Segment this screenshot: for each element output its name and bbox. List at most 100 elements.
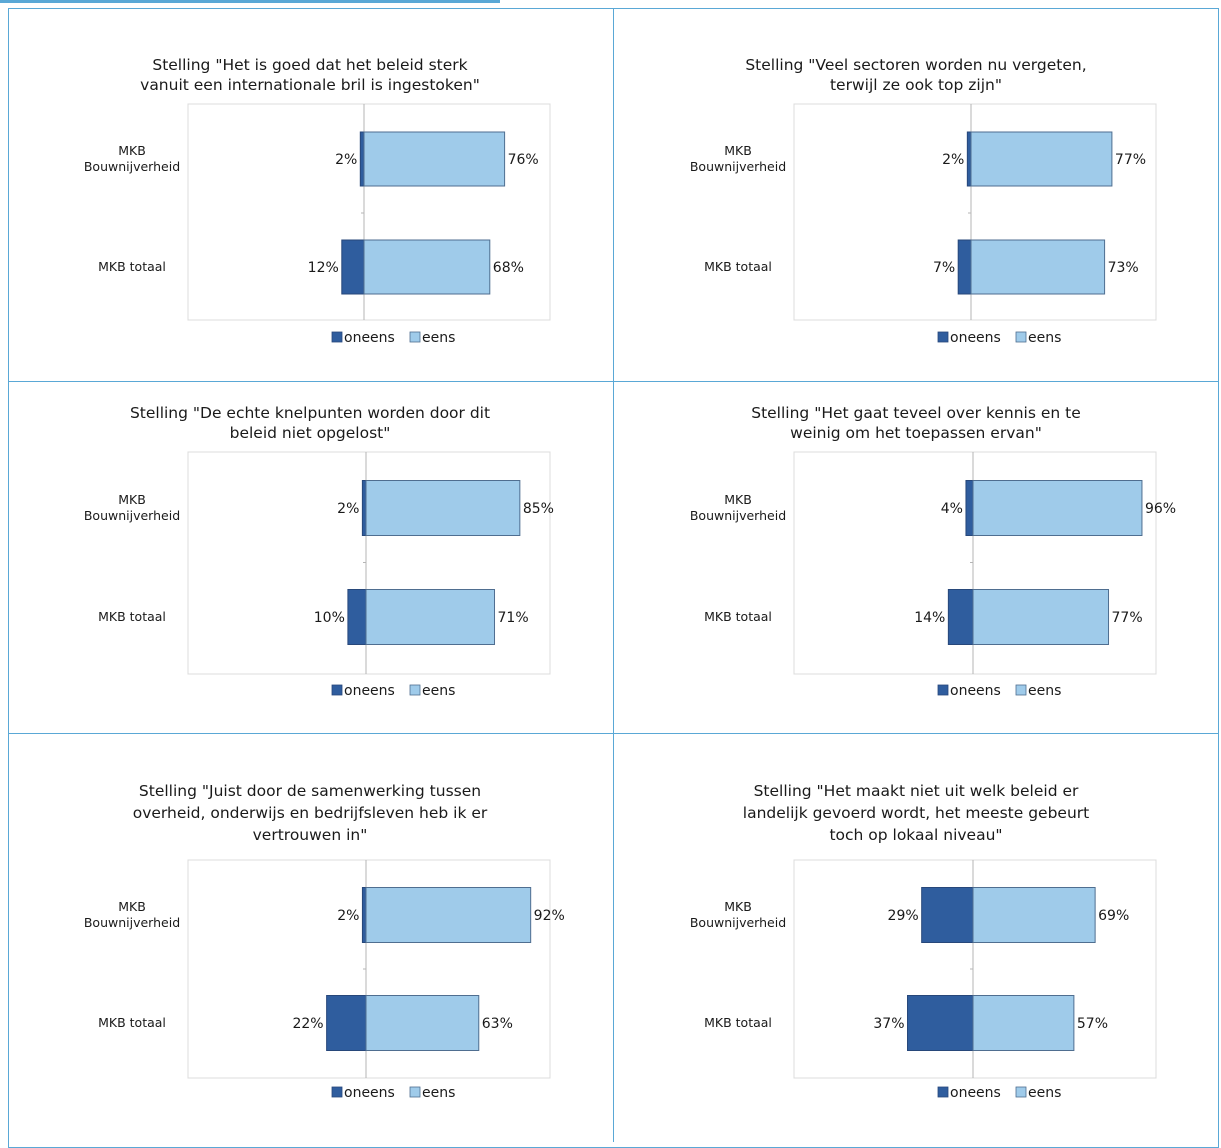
- category-label: MKB: [724, 143, 752, 158]
- bar-eens: [365, 995, 480, 1051]
- bar-oneens: [347, 589, 367, 645]
- legend-swatch-oneens: [937, 684, 949, 696]
- category-label: MKB: [118, 492, 146, 507]
- chart-panel-3: Stelling "De echte knelpunten worden doo…: [84, 404, 554, 699]
- legend-label-oneens: oneens: [950, 1085, 1001, 1101]
- chart-title-line: vanuit een internationale bril is ingest…: [140, 76, 480, 94]
- data-label-oneens: 2%: [337, 908, 359, 924]
- chart-title-line: terwijl ze ook top zijn": [830, 76, 1002, 94]
- category-label: MKB totaal: [98, 1015, 166, 1030]
- chart-title-line: Stelling "Juist door de samenwerking tus…: [139, 782, 481, 800]
- bar-eens: [970, 131, 1113, 187]
- data-label-eens: 73%: [1108, 260, 1139, 276]
- chart-panel-2: Stelling "Veel sectoren worden nu verget…: [690, 56, 1157, 346]
- legend-label-eens: eens: [1028, 1085, 1061, 1101]
- bar-oneens: [341, 239, 365, 295]
- grid-divider-horizontal-2: [8, 733, 1219, 734]
- data-label-eens: 63%: [482, 1016, 513, 1032]
- legend-label-eens: eens: [1028, 330, 1061, 346]
- chart-title-line: Stelling "Het maakt niet uit welk beleid…: [754, 782, 1079, 800]
- category-label: Bouwnijverheid: [84, 508, 180, 523]
- data-label-eens: 92%: [534, 908, 565, 924]
- legend-label-oneens: oneens: [344, 1085, 395, 1101]
- category-label: Bouwnijverheid: [84, 915, 180, 930]
- legend-swatch-oneens: [937, 331, 949, 343]
- data-label-oneens: 12%: [308, 260, 339, 276]
- legend-swatch-eens: [1015, 331, 1027, 343]
- bar-oneens: [921, 887, 974, 943]
- data-label-eens: 69%: [1098, 908, 1129, 924]
- data-label-oneens: 22%: [292, 1016, 323, 1032]
- legend-swatch-oneens: [331, 331, 343, 343]
- category-label: MKB totaal: [704, 609, 772, 624]
- bar-oneens: [359, 131, 365, 187]
- category-label: MKB: [118, 899, 146, 914]
- category-label: MKB totaal: [704, 1015, 772, 1030]
- bar-oneens: [957, 239, 972, 295]
- data-label-oneens: 14%: [914, 610, 945, 626]
- category-label: Bouwnijverheid: [690, 508, 786, 523]
- category-label: Bouwnijverheid: [690, 915, 786, 930]
- bar-eens: [970, 239, 1106, 295]
- data-label-oneens: 10%: [314, 610, 345, 626]
- bar-eens: [363, 131, 506, 187]
- chart-panel-4: Stelling "Het gaat teveel over kennis en…: [690, 404, 1176, 699]
- chart-title-line: Stelling "De echte knelpunten worden doo…: [130, 404, 490, 422]
- data-label-eens: 77%: [1115, 152, 1146, 168]
- legend-swatch-oneens: [937, 1086, 949, 1098]
- chart-panel-1: Stelling "Het is goed dat het beleid ste…: [84, 56, 551, 346]
- data-label-oneens: 2%: [335, 152, 357, 168]
- legend-swatch-eens: [1015, 684, 1027, 696]
- category-label: MKB: [724, 899, 752, 914]
- bar-eens: [365, 589, 496, 645]
- chart-title-line: vertrouwen in": [253, 826, 368, 844]
- chart-title-line: Stelling "Veel sectoren worden nu verget…: [745, 56, 1086, 74]
- category-label: MKB totaal: [704, 259, 772, 274]
- bar-oneens: [361, 480, 367, 536]
- legend-label-oneens: oneens: [950, 683, 1001, 699]
- bar-oneens: [965, 480, 974, 536]
- bar-oneens: [947, 589, 974, 645]
- chart-title-line: overheid, onderwijs en bedrijfsleven heb…: [133, 804, 488, 822]
- category-label: Bouwnijverheid: [690, 159, 786, 174]
- data-label-eens: 71%: [498, 610, 529, 626]
- bar-eens: [365, 480, 521, 536]
- bar-eens: [972, 589, 1110, 645]
- chart-title-line: landelijk gevoerd wordt, het meeste gebe…: [743, 804, 1089, 822]
- legend-label-eens: eens: [422, 1085, 455, 1101]
- data-label-eens: 77%: [1112, 610, 1143, 626]
- chart-title-line: Stelling "Het is goed dat het beleid ste…: [152, 56, 467, 74]
- legend-swatch-eens: [1015, 1086, 1027, 1098]
- legend-swatch-oneens: [331, 1086, 343, 1098]
- legend-swatch-eens: [409, 331, 421, 343]
- data-label-eens: 68%: [493, 260, 524, 276]
- data-label-eens: 57%: [1077, 1016, 1108, 1032]
- category-label: MKB totaal: [98, 609, 166, 624]
- bar-oneens: [326, 995, 367, 1051]
- legend-label-eens: eens: [422, 330, 455, 346]
- legend-label-oneens: oneens: [344, 683, 395, 699]
- category-label: MKB totaal: [98, 259, 166, 274]
- chart-title-line: Stelling "Het gaat teveel over kennis en…: [751, 404, 1081, 422]
- grid-divider-horizontal-1: [8, 381, 1219, 382]
- data-label-eens: 96%: [1145, 501, 1176, 517]
- chart-title-line: toch op lokaal niveau": [829, 826, 1002, 844]
- legend-label-oneens: oneens: [344, 330, 395, 346]
- data-label-eens: 76%: [508, 152, 539, 168]
- bar-oneens: [361, 887, 367, 943]
- legend-swatch-oneens: [331, 684, 343, 696]
- category-label: MKB: [724, 492, 752, 507]
- bar-eens: [363, 239, 491, 295]
- bar-oneens: [907, 995, 974, 1051]
- legend-swatch-eens: [409, 684, 421, 696]
- chart-panel-5: Stelling "Juist door de samenwerking tus…: [84, 782, 565, 1101]
- data-label-oneens: 4%: [941, 501, 963, 517]
- chart-title-line: beleid niet opgelost": [230, 424, 391, 442]
- chart-panel-6: Stelling "Het maakt niet uit welk beleid…: [690, 782, 1157, 1101]
- data-label-oneens: 7%: [933, 260, 955, 276]
- chart-title-line: weinig om het toepassen ervan": [790, 424, 1042, 442]
- category-label: MKB: [118, 143, 146, 158]
- data-label-oneens: 29%: [888, 908, 919, 924]
- bar-oneens: [966, 131, 972, 187]
- legend-label-eens: eens: [422, 683, 455, 699]
